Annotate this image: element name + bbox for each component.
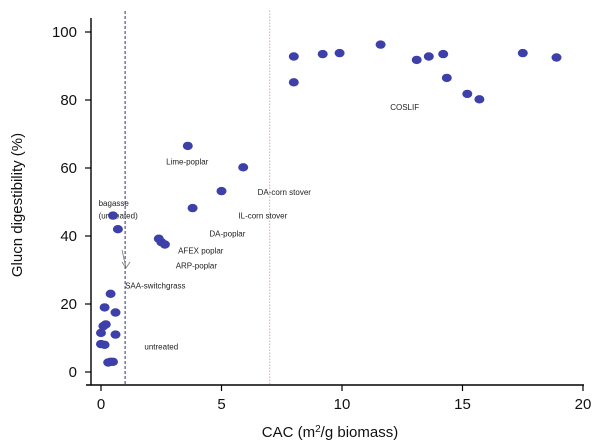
- annotation-label: SAA-switchgrass: [125, 281, 185, 290]
- annotation-label: ARP-poplar: [176, 261, 218, 270]
- annotation-label: Lime-poplar: [166, 158, 209, 167]
- data-point: [182, 141, 193, 151]
- data-point: [462, 89, 473, 99]
- annotation-label: untreated: [144, 343, 178, 352]
- data-point: [110, 330, 121, 339]
- y-axis-title: Glucn digestibility (%): [9, 133, 26, 277]
- data-point: [517, 48, 528, 58]
- data-point: [216, 186, 227, 196]
- data-point: [438, 49, 449, 59]
- data-point: [551, 53, 562, 62]
- data-point: [159, 240, 170, 249]
- annotation-label: DA-poplar: [209, 230, 245, 239]
- annotation-label: IL-corn stover: [238, 211, 287, 220]
- data-point: [99, 303, 110, 312]
- y-tick-label: 20: [60, 296, 77, 313]
- y-tick-label: 60: [60, 160, 77, 177]
- data-point: [110, 308, 121, 317]
- data-point: [112, 225, 123, 234]
- x-tick-label: 0: [97, 396, 105, 413]
- reference-lines: [124, 10, 271, 384]
- annotation-label: COSLIF: [390, 103, 419, 112]
- y-tick-label: 40: [60, 228, 77, 245]
- data-point: [238, 163, 249, 172]
- annotations: Lime-poplar DA-corn stover IL-corn stover D…: [99, 103, 420, 351]
- data-point: [187, 203, 198, 213]
- x-axis-title: CAC (m2/g biomass): [262, 424, 398, 442]
- y-tick-label: 80: [60, 92, 77, 109]
- data-point: [108, 211, 118, 220]
- data-point: [411, 55, 422, 65]
- data-point: [108, 357, 118, 366]
- data-point: [288, 78, 299, 87]
- y-ticks: 0 20 40 60 80 100: [52, 24, 91, 381]
- data-point: [334, 48, 345, 58]
- data-point: [474, 95, 485, 104]
- data-point: [100, 320, 111, 329]
- data-point: [441, 73, 452, 83]
- data-point: [423, 52, 434, 61]
- bagasse-arrow: [121, 249, 131, 269]
- annotation-label: (untreated): [99, 211, 138, 220]
- annotation-label: bagasse: [99, 199, 130, 208]
- data-point: [96, 328, 106, 338]
- data-point: [288, 52, 299, 61]
- y-tick-label: 0: [69, 364, 77, 381]
- x-ticks: 0 5 10 15 20: [97, 385, 592, 413]
- data-point: [317, 49, 328, 59]
- x-tick-label: 10: [334, 396, 351, 413]
- annotation-label: AFEX poplar: [178, 247, 224, 256]
- x-tick-label: 20: [575, 396, 592, 413]
- data-point: [99, 340, 110, 349]
- x-tick-label: 15: [454, 396, 471, 413]
- axes: [86, 18, 584, 386]
- data-points: [96, 40, 562, 367]
- annotation-label: DA-corn stover: [258, 188, 312, 197]
- data-point: [375, 40, 386, 49]
- x-tick-label: 5: [217, 396, 225, 413]
- data-point: [105, 289, 116, 298]
- y-tick-label: 100: [52, 24, 77, 41]
